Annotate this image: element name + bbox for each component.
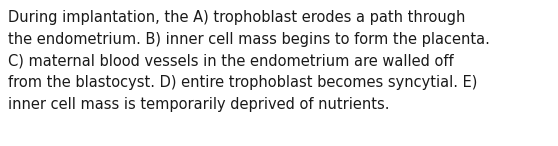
Text: During implantation, the A) trophoblast erodes a path through
the endometrium. B: During implantation, the A) trophoblast … xyxy=(8,10,490,112)
